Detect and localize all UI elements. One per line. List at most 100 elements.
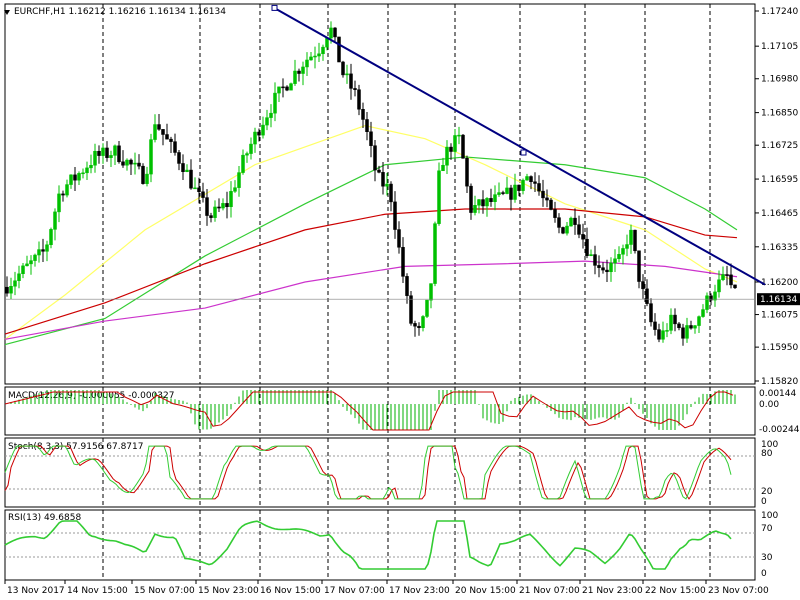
candle-body <box>281 86 285 89</box>
candle-body <box>333 27 337 38</box>
candle-body <box>361 109 365 120</box>
candle-body <box>125 159 129 166</box>
candle-body <box>297 70 301 74</box>
candle-body <box>649 303 653 323</box>
y-tick-label: 1.16465 <box>761 209 798 219</box>
candle-body <box>585 238 589 256</box>
candle-body <box>457 134 461 137</box>
candle-body <box>209 215 213 218</box>
candle-body <box>481 199 485 207</box>
candle-body <box>549 199 553 210</box>
candle-body <box>713 291 717 301</box>
candle-body <box>37 249 41 256</box>
macd-y-label: 0.00144 <box>759 389 796 399</box>
candle-body <box>497 192 501 195</box>
candle-body <box>141 165 145 184</box>
y-tick-label: 1.17240 <box>761 7 798 17</box>
candle-body <box>237 172 241 188</box>
candle-body <box>181 163 185 172</box>
candle-body <box>645 288 649 304</box>
candle-body <box>169 138 173 142</box>
candle-body <box>669 314 673 331</box>
candle-body <box>69 174 73 185</box>
candle-body <box>189 169 193 189</box>
candle-body <box>261 124 265 136</box>
candle-body <box>353 88 357 90</box>
candle-body <box>245 153 249 156</box>
candle-body <box>153 124 157 140</box>
trendline-anchor-mid <box>520 149 527 156</box>
candle-body <box>161 129 165 135</box>
candle-body <box>629 229 633 245</box>
candle-body <box>509 187 513 200</box>
candle-body <box>249 143 253 154</box>
candle-body <box>309 56 313 61</box>
y-tick-label: 1.15950 <box>761 343 798 353</box>
candle-body <box>217 206 221 209</box>
candle-body <box>709 295 713 301</box>
candle-body <box>185 169 189 172</box>
candle-body <box>521 179 525 191</box>
chart-header: EURCHF,H1 1.16212 1.16216 1.16134 1.1613… <box>14 7 226 17</box>
candle-body <box>729 274 733 286</box>
candle-body <box>373 145 377 171</box>
current-price-tag <box>757 293 800 306</box>
candle-body <box>197 187 201 192</box>
candle-body <box>517 184 521 191</box>
rsi-y-label: 70 <box>761 524 773 534</box>
dropdown-arrow-icon <box>4 10 10 15</box>
candle-body <box>597 265 601 268</box>
candle-body <box>157 124 161 130</box>
macd-signal-line <box>4 391 734 431</box>
candle-body <box>721 274 725 281</box>
candle-body <box>293 70 297 84</box>
candle-body <box>97 150 101 156</box>
candle-body <box>593 254 597 266</box>
candle-body <box>617 254 621 259</box>
candle-body <box>693 325 697 329</box>
x-tick-label: 17 Nov 23:00 <box>389 586 450 596</box>
candle-body <box>665 330 669 332</box>
candle-body <box>253 131 257 145</box>
candle-body <box>357 89 361 110</box>
y-tick-label: 1.17105 <box>761 42 798 52</box>
candle-body <box>581 234 585 240</box>
stoch-y-label: 80 <box>761 449 773 459</box>
candle-body <box>425 299 429 317</box>
current-price-label: 1.16134 <box>760 295 797 305</box>
candle-body <box>149 139 153 175</box>
candle-body <box>681 327 685 339</box>
rsi-y-label: 100 <box>761 511 778 521</box>
macd-y-label: -0.002446 <box>759 425 800 435</box>
stoch-signal-line <box>4 445 732 500</box>
candles-group <box>5 21 737 346</box>
candle-body <box>81 172 85 175</box>
candle-body <box>9 286 13 294</box>
candle-body <box>441 165 445 172</box>
candle-body <box>701 309 705 317</box>
candle-body <box>673 314 677 325</box>
candle-body <box>513 184 517 200</box>
y-tick-label: 1.16075 <box>761 311 798 321</box>
stoch-y-label: 100 <box>761 440 778 450</box>
candle-body <box>661 330 665 340</box>
trendline-anchor-start <box>271 4 278 11</box>
x-tick-label: 22 Nov 15:00 <box>645 586 706 596</box>
candle-body <box>537 183 541 192</box>
candle-body <box>269 112 273 118</box>
candle-body <box>17 273 21 281</box>
candle-body <box>101 147 105 156</box>
candle-body <box>85 167 89 174</box>
candle-body <box>609 262 613 273</box>
stoch-y-label: 20 <box>761 487 773 497</box>
candle-body <box>705 295 709 310</box>
x-tick-label: 21 Nov 07:00 <box>519 586 580 596</box>
x-tick-label: 15 Nov 23:00 <box>198 586 259 596</box>
candle-body <box>201 191 205 198</box>
candle-body <box>305 59 309 68</box>
candle-body <box>345 73 349 76</box>
candle-body <box>89 165 93 169</box>
stoch-main-line <box>4 445 732 500</box>
